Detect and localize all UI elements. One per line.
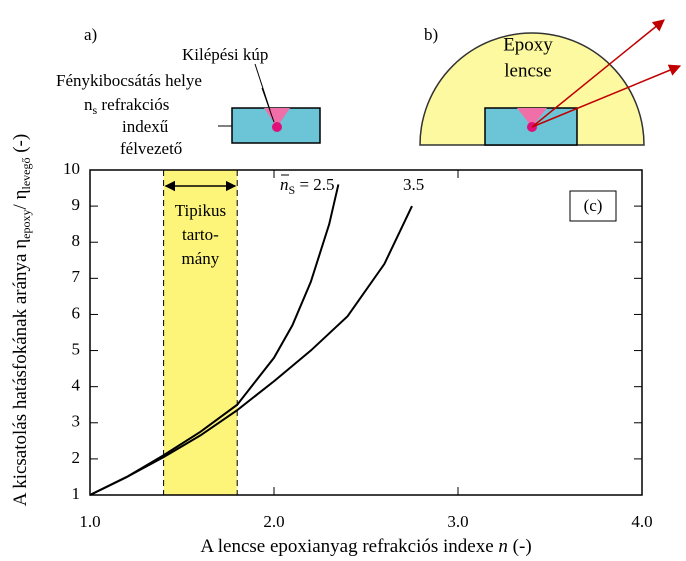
series-label: 3.5	[403, 175, 424, 194]
panel-label: (c)	[584, 196, 603, 215]
x-tick-label: 4.0	[631, 512, 652, 531]
annotation: indexű	[122, 117, 169, 136]
band-label: mány	[182, 249, 220, 268]
y-tick-label: 10	[63, 159, 80, 178]
x-tick-label: 3.0	[447, 512, 468, 531]
series-label: nS = 2.5	[280, 175, 335, 197]
annotation: ns refrakciós	[84, 95, 169, 117]
annotation: Kilépési kúp	[182, 45, 268, 64]
diagram-label: b)	[424, 25, 438, 44]
band-label: tarto-	[182, 225, 219, 244]
diagram-label: a)	[84, 25, 97, 44]
label-part: n	[280, 175, 289, 194]
annotation: Fénykibocsátás helye	[56, 71, 202, 90]
x-tick-label: 1.0	[79, 512, 100, 531]
plot-area: Tipikus tarto-mány 1 2 3 4 5 6 7 8 9 10 1.0 2.0 3.0 4.0…	[63, 159, 653, 531]
y-tick-label: 5	[72, 339, 81, 358]
annotation: félvezető	[120, 139, 182, 158]
y-tick-label: 6	[72, 303, 81, 322]
curve	[90, 206, 412, 495]
y-tick-label: 2	[72, 448, 81, 467]
label-part: S	[289, 183, 296, 197]
chart: a) Kilépési kúp Fénykibocsátás helye ns …	[0, 0, 686, 561]
y-tick-label: 7	[72, 267, 81, 286]
band-label: Tipikus	[175, 201, 226, 220]
y-tick-label: 9	[72, 195, 81, 214]
y-tick-label: 4	[72, 376, 81, 395]
x-axis-label: A lencse epoxianyag refrakciós indexe n …	[200, 536, 531, 557]
diagram-b: b) Epoxy lencse	[420, 20, 680, 145]
x-tick-label: 2.0	[263, 512, 284, 531]
y-axis-label: A kicsatolás hatásfokának aránya ηepoxy/…	[10, 134, 32, 506]
annotation: Epoxy	[503, 34, 553, 55]
diagram-a: a) Kilépési kúp Fénykibocsátás helye ns …	[56, 25, 320, 158]
y-tick-label: 8	[72, 231, 81, 250]
y-tick-label: 3	[72, 412, 81, 431]
label-part: = 2.5	[295, 175, 334, 194]
annotation: lencse	[504, 60, 551, 81]
y-tick-label: 1	[72, 484, 81, 503]
